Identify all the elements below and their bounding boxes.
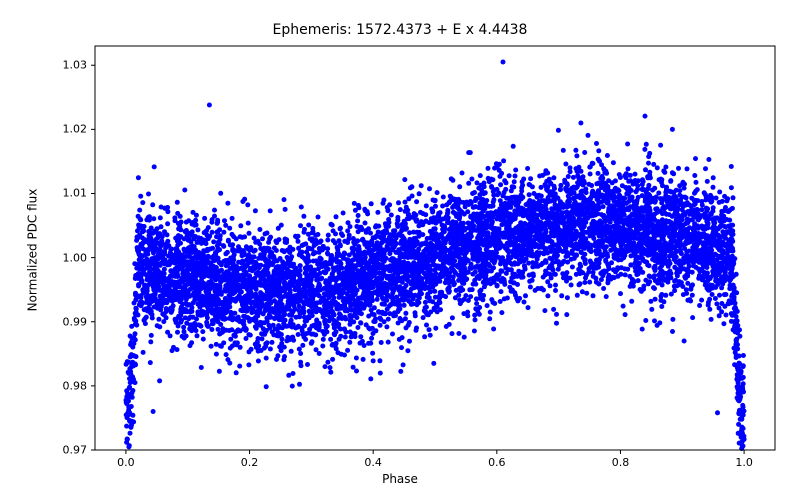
- y-tick-label: 1.02: [63, 123, 88, 136]
- y-tick-label: 0.97: [63, 444, 88, 457]
- x-tick-label: 0.0: [117, 456, 135, 469]
- y-tick-label: 1.01: [63, 187, 88, 200]
- x-tick-label: 0.6: [488, 456, 506, 469]
- phase-flux-scatter: [0, 0, 800, 500]
- x-tick-label: 1.0: [735, 456, 753, 469]
- y-tick-label: 1.00: [63, 251, 88, 264]
- y-tick-label: 0.98: [63, 379, 88, 392]
- x-tick-label: 0.4: [364, 456, 382, 469]
- x-tick-label: 0.2: [241, 456, 259, 469]
- y-axis-label: Normalized PDC flux: [26, 189, 40, 312]
- x-tick-label: 0.8: [612, 456, 630, 469]
- x-axis-label: Phase: [0, 472, 800, 486]
- y-tick-label: 1.03: [63, 59, 88, 72]
- y-tick-label: 0.99: [63, 315, 88, 328]
- chart-title: Ephemeris: 1572.4373 + E x 4.4438: [0, 22, 800, 38]
